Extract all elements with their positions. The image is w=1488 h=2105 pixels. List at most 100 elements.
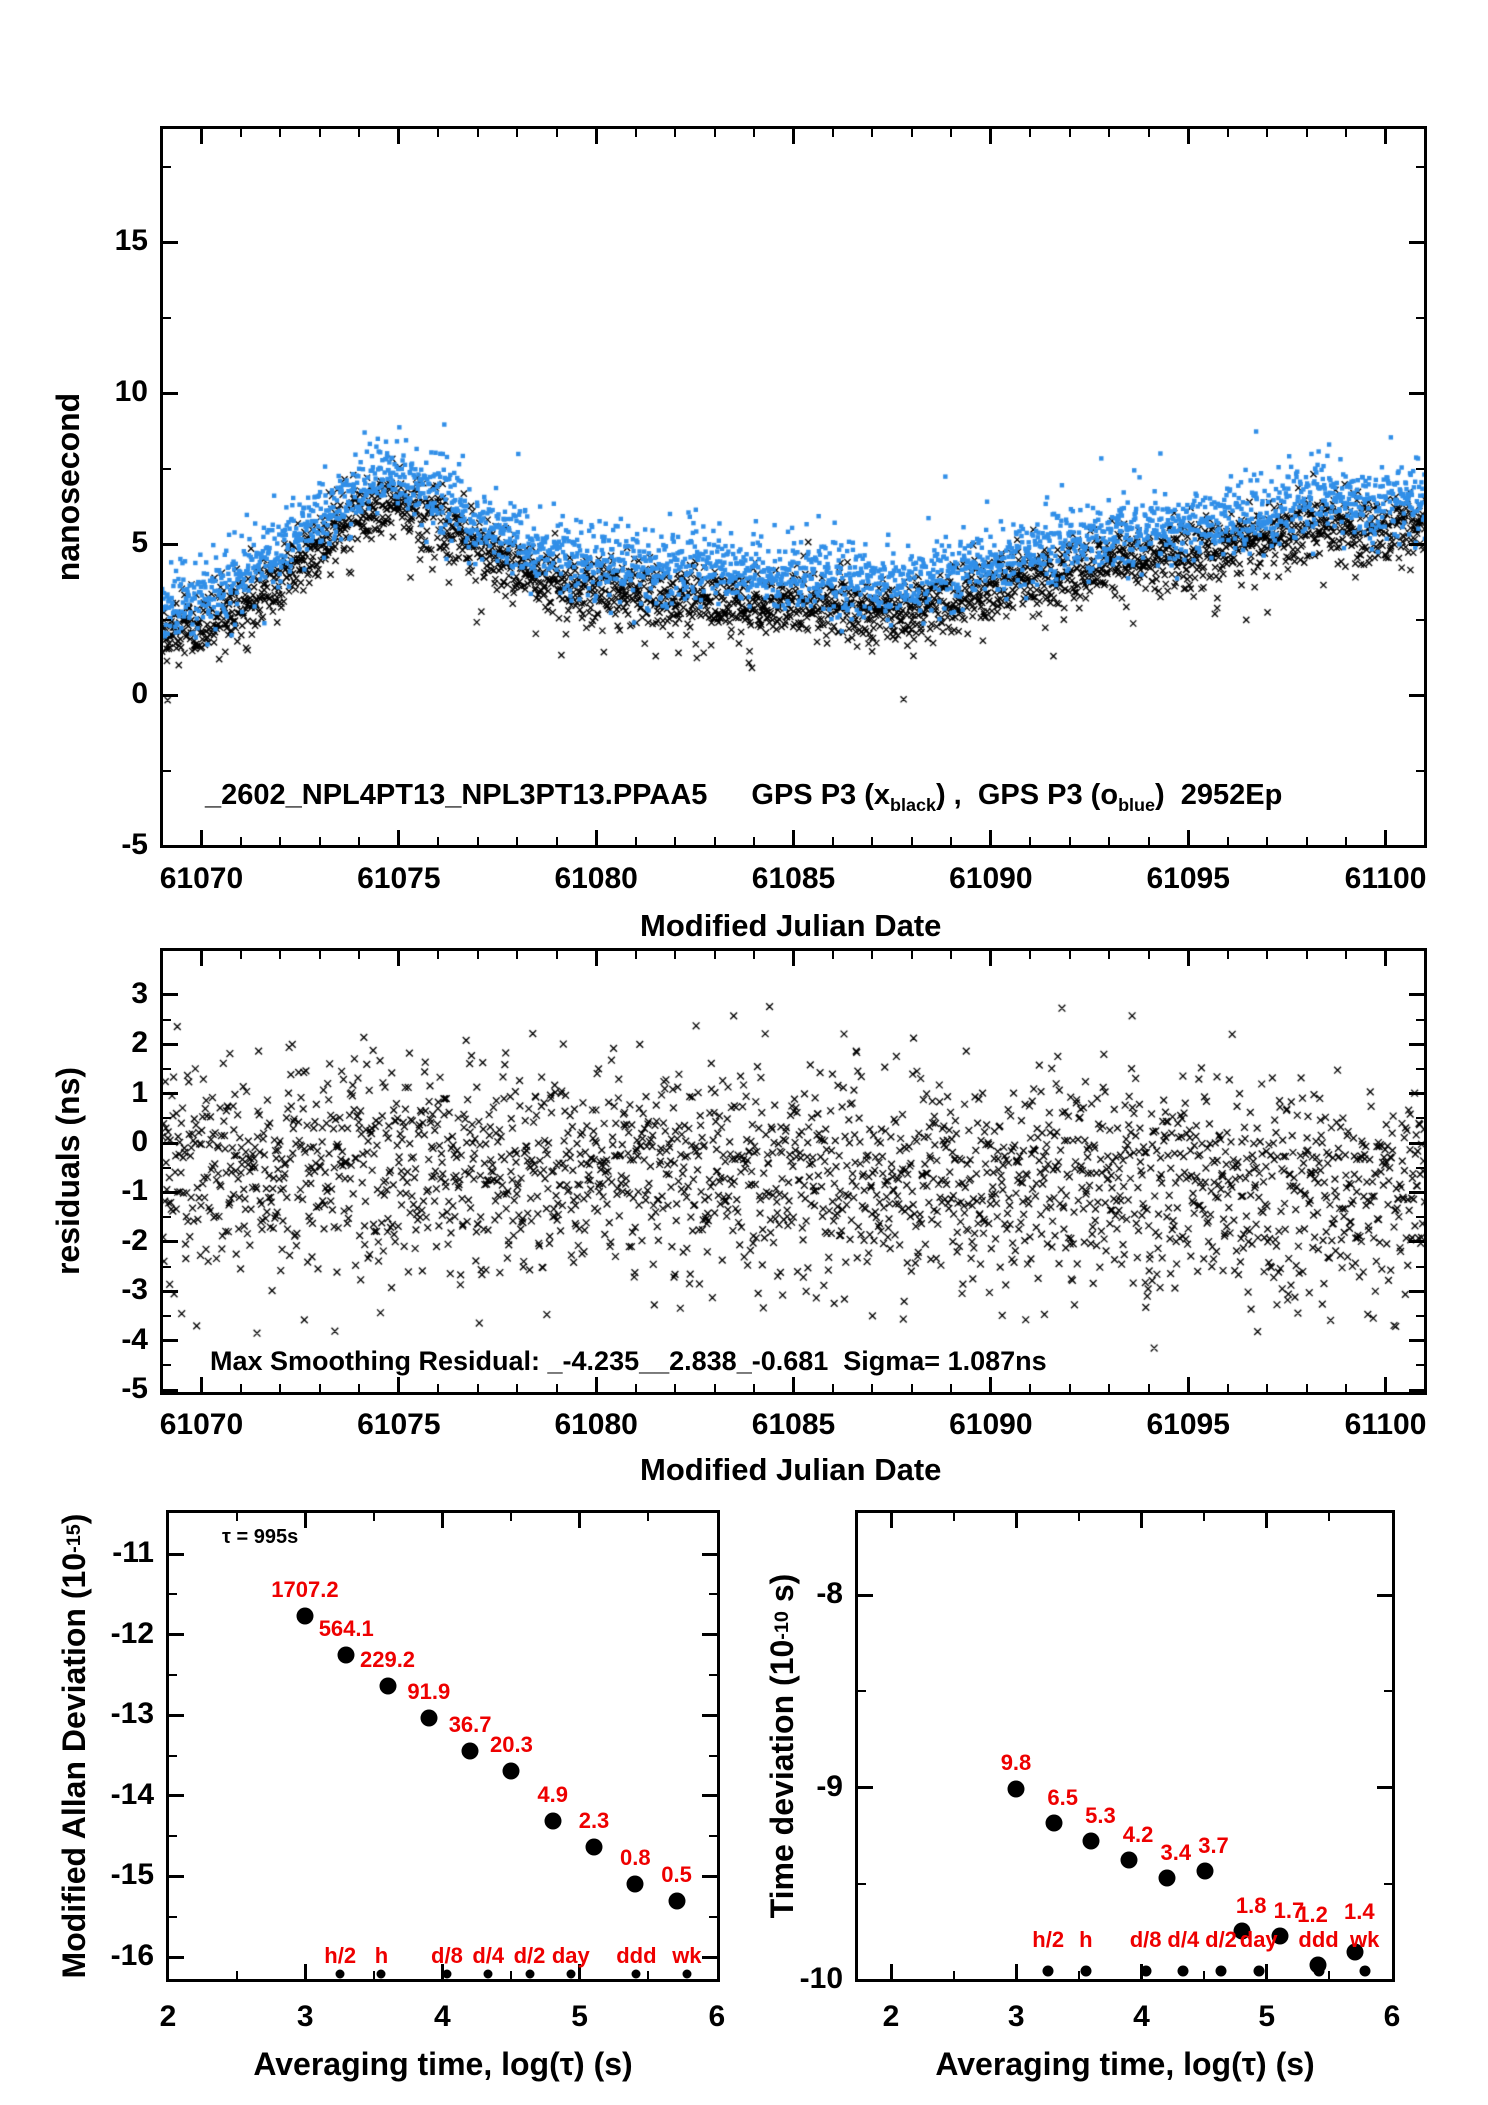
axis-tick bbox=[950, 837, 953, 846]
axis-tick bbox=[162, 1265, 171, 1268]
axis-tick bbox=[1266, 950, 1269, 959]
axis-tick bbox=[199, 830, 203, 846]
time-marker-dot bbox=[1359, 1965, 1371, 1977]
axis-tick bbox=[199, 950, 203, 966]
deviation-data-point bbox=[296, 1607, 314, 1625]
axis-tick bbox=[709, 1593, 718, 1596]
axis-tick bbox=[162, 1141, 178, 1145]
phase-title-series2-sub: blue bbox=[1118, 794, 1156, 815]
axis-tick bbox=[1108, 950, 1111, 959]
phase-panel-frame bbox=[160, 126, 1427, 848]
axis-tick bbox=[1186, 128, 1190, 144]
axis-tick bbox=[279, 1384, 282, 1393]
axis-tick bbox=[950, 1384, 953, 1393]
axis-tick bbox=[303, 1512, 307, 1528]
axis-tick bbox=[1029, 837, 1032, 846]
axis-tick bbox=[358, 950, 361, 959]
axis-tick bbox=[1384, 128, 1388, 144]
axis-tick bbox=[235, 1512, 238, 1521]
axis-tick bbox=[168, 1713, 184, 1717]
axis-tick bbox=[1108, 128, 1111, 137]
axis-tick bbox=[831, 1384, 834, 1393]
deviation-value-label: 1.8 bbox=[1235, 1892, 1267, 1918]
axis-tick bbox=[1226, 837, 1229, 846]
deviation-data-point bbox=[420, 1709, 438, 1727]
axis-tick bbox=[709, 1673, 718, 1676]
axis-tick bbox=[555, 950, 558, 959]
x-tick-label: 61070 bbox=[159, 1408, 244, 1441]
deviation-data-point bbox=[668, 1892, 686, 1910]
axis-tick bbox=[702, 1794, 718, 1798]
axis-tick bbox=[235, 1971, 238, 1980]
axis-tick bbox=[871, 837, 874, 846]
x-tick-label: 61090 bbox=[949, 1408, 1033, 1441]
axis-tick bbox=[168, 1633, 184, 1637]
y-tick-label: -13 bbox=[110, 1697, 154, 1731]
axis-tick bbox=[1409, 693, 1425, 697]
time-marker-label: d/8 bbox=[1129, 1927, 1162, 1952]
axis-tick bbox=[594, 128, 598, 144]
residual-annotation: Max Smoothing Residual: _-4.235__2.838_-… bbox=[210, 1346, 1047, 1376]
axis-tick bbox=[634, 1384, 637, 1393]
axis-tick bbox=[239, 837, 242, 846]
deviation-value-label: 1.4 bbox=[1344, 1898, 1375, 1924]
axis-tick bbox=[162, 1289, 178, 1293]
time-marker-dot bbox=[1313, 1965, 1325, 1977]
axis-tick bbox=[318, 837, 321, 846]
axis-tick bbox=[1328, 1512, 1331, 1521]
axis-tick bbox=[950, 128, 953, 137]
y-tick-label: -5 bbox=[121, 1372, 148, 1405]
axis-tick bbox=[1409, 1240, 1425, 1244]
axis-tick bbox=[162, 693, 178, 697]
axis-tick bbox=[1377, 1593, 1393, 1597]
axis-tick bbox=[1328, 1971, 1331, 1980]
x-tick-label: 6 bbox=[1383, 2000, 1401, 2033]
y-tick-label: -5 bbox=[121, 828, 148, 861]
x-tick-label: 61095 bbox=[1146, 1408, 1230, 1441]
axis-tick bbox=[889, 1964, 893, 1980]
axis-tick bbox=[516, 837, 519, 846]
axis-tick bbox=[162, 391, 178, 395]
axis-tick bbox=[578, 1964, 582, 1980]
axis-tick bbox=[1416, 1364, 1425, 1367]
deviation-value-label: 3.4 bbox=[1160, 1839, 1192, 1865]
time-marker-dot bbox=[631, 1969, 641, 1979]
y-tick-label: -10 bbox=[799, 1962, 843, 1995]
axis-tick bbox=[1108, 1384, 1111, 1393]
axis-tick bbox=[753, 1384, 756, 1393]
axis-tick bbox=[713, 950, 716, 959]
axis-tick bbox=[702, 1713, 718, 1717]
phase-xlabel: Modified Julian Date bbox=[640, 908, 942, 943]
axis-tick bbox=[1305, 837, 1308, 846]
axis-tick bbox=[1409, 1388, 1425, 1392]
deviation-value-label: 20.3 bbox=[489, 1731, 533, 1757]
axis-tick bbox=[437, 1384, 440, 1393]
axis-tick bbox=[634, 128, 637, 137]
time-marker-label: d/2 bbox=[1205, 1927, 1237, 1952]
axis-tick bbox=[1147, 1384, 1150, 1393]
residual-panel-frame bbox=[160, 948, 1427, 1395]
deviation-value-label: 0.8 bbox=[620, 1845, 651, 1871]
axis-tick bbox=[647, 1971, 650, 1980]
time-marker-dot bbox=[566, 1969, 576, 1979]
axis-tick bbox=[857, 1593, 873, 1597]
axis-tick bbox=[989, 950, 993, 966]
axis-tick bbox=[871, 950, 874, 959]
axis-tick bbox=[989, 830, 993, 846]
x-tick-label: 61090 bbox=[949, 862, 1033, 895]
axis-tick bbox=[753, 128, 756, 137]
time-marker-label: h/2 bbox=[1032, 1927, 1065, 1952]
deviation-data-point bbox=[461, 1742, 479, 1760]
x-tick-label: 2 bbox=[159, 2000, 177, 2033]
axis-tick bbox=[1409, 391, 1425, 395]
y-tick-label: -9 bbox=[816, 1769, 843, 1803]
time-marker-label: ddd bbox=[616, 1943, 657, 1968]
axis-tick bbox=[952, 1971, 955, 1980]
axis-tick bbox=[303, 1964, 307, 1980]
axis-tick bbox=[1409, 1339, 1425, 1343]
axis-tick bbox=[1416, 165, 1425, 168]
time-marker-label: d/8 bbox=[431, 1943, 463, 1968]
axis-tick bbox=[1409, 1141, 1425, 1145]
y-tick-label: -4 bbox=[121, 1322, 148, 1356]
